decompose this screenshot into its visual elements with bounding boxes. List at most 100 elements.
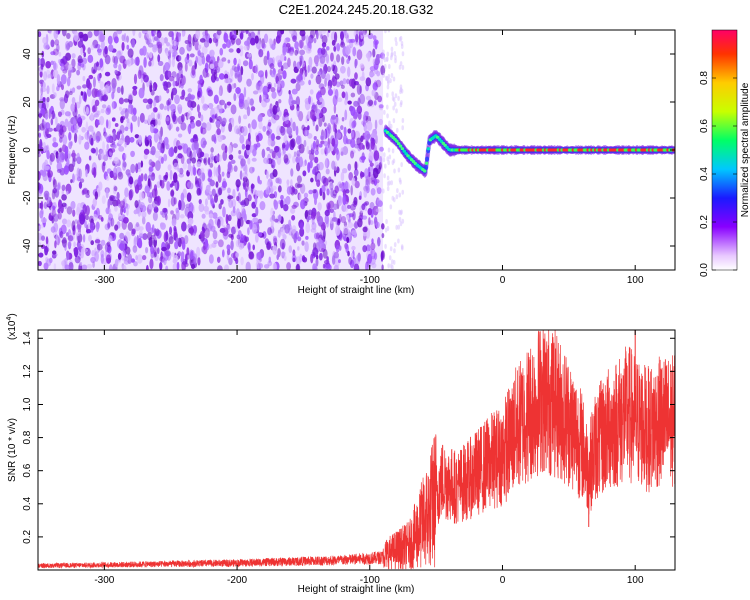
noise-blob xyxy=(292,35,297,42)
noise-blob xyxy=(212,230,218,240)
noise-blob xyxy=(161,246,167,252)
noise-blob xyxy=(298,39,304,49)
noise-blob xyxy=(352,210,356,221)
noise-blob xyxy=(379,155,383,165)
noise-blob xyxy=(199,230,205,239)
noise-blob xyxy=(357,97,361,107)
noise-blob xyxy=(246,78,252,87)
noise-blob xyxy=(55,116,58,126)
noise-blob xyxy=(70,179,73,184)
noise-blob xyxy=(348,256,353,265)
snr-x-tick-label: -300 xyxy=(94,575,114,586)
noise-blob xyxy=(228,257,233,266)
noise-blob xyxy=(77,114,82,123)
noise-blob xyxy=(356,49,363,61)
noise-blob xyxy=(52,250,57,255)
noise-blob xyxy=(174,180,178,190)
noise-blob xyxy=(53,213,59,222)
noise-blob xyxy=(235,252,239,258)
noise-blob xyxy=(149,51,153,59)
noise-blob xyxy=(40,107,46,115)
noise-blob xyxy=(240,158,246,167)
noise-blob xyxy=(273,82,277,88)
noise-blob xyxy=(224,264,229,270)
noise-blob xyxy=(171,56,175,68)
snr-y-tick-label: 1.4 xyxy=(22,331,33,345)
noise-blob xyxy=(213,69,218,81)
noise-blob xyxy=(191,121,195,127)
noise-blob xyxy=(197,256,201,266)
noise-blob xyxy=(354,161,358,171)
noise-blob xyxy=(272,169,278,178)
noise-fringe xyxy=(391,91,395,97)
noise-blob xyxy=(124,153,127,159)
noise-blob xyxy=(201,122,207,130)
noise-blob xyxy=(295,125,299,136)
noise-blob xyxy=(230,159,236,164)
noise-blob xyxy=(254,233,259,243)
noise-blob xyxy=(127,222,133,231)
noise-blob xyxy=(215,154,219,162)
noise-blob xyxy=(146,104,151,110)
noise-blob xyxy=(120,85,124,95)
noise-blob xyxy=(179,167,184,175)
noise-blob xyxy=(115,166,122,176)
noise-blob xyxy=(167,98,172,105)
noise-blob xyxy=(138,226,144,231)
signal-core xyxy=(426,147,431,151)
noise-blob xyxy=(99,81,104,90)
noise-blob xyxy=(371,238,374,244)
noise-blob xyxy=(106,241,111,247)
noise-blob xyxy=(78,94,82,105)
noise-blob xyxy=(270,219,274,230)
noise-blob xyxy=(168,236,174,245)
noise-blob xyxy=(189,116,195,121)
noise-blob xyxy=(319,96,324,103)
noise-blob xyxy=(173,225,177,232)
noise-blob xyxy=(198,44,202,50)
noise-blob xyxy=(129,136,135,143)
noise-blob xyxy=(205,184,211,193)
noise-fringe xyxy=(386,225,390,231)
noise-blob xyxy=(93,113,100,118)
noise-blob xyxy=(367,51,371,62)
noise-blob xyxy=(222,206,226,218)
noise-blob xyxy=(375,208,382,213)
noise-blob xyxy=(157,60,164,66)
noise-blob xyxy=(63,165,69,175)
noise-blob xyxy=(315,139,320,148)
noise-blob xyxy=(90,222,94,233)
noise-fringe xyxy=(401,65,405,71)
noise-blob xyxy=(163,81,169,91)
noise-blob xyxy=(240,256,244,266)
noise-blob xyxy=(332,189,338,197)
noise-blob xyxy=(318,252,323,261)
noise-blob xyxy=(380,250,386,261)
noise-blob xyxy=(54,240,57,249)
noise-blob xyxy=(135,255,138,261)
noise-blob xyxy=(52,141,59,148)
noise-blob xyxy=(295,157,300,163)
noise-blob xyxy=(94,191,99,200)
noise-blob xyxy=(277,151,282,159)
noise-blob xyxy=(92,261,95,269)
noise-blob xyxy=(227,59,231,64)
noise-blob xyxy=(247,242,251,251)
noise-blob xyxy=(165,230,169,241)
noise-blob xyxy=(153,36,158,41)
noise-blob xyxy=(269,63,275,70)
noise-blob xyxy=(241,125,248,137)
noise-blob xyxy=(373,150,380,161)
noise-blob xyxy=(157,54,161,63)
noise-blob xyxy=(56,85,60,92)
noise-blob xyxy=(292,155,296,164)
noise-blob xyxy=(342,168,348,174)
noise-blob xyxy=(226,244,231,251)
noise-fringe xyxy=(385,104,389,110)
snr-y-tick-label: 0.8 xyxy=(22,430,33,444)
noise-blob xyxy=(202,223,207,232)
noise-blob xyxy=(180,95,185,100)
noise-blob xyxy=(77,58,84,64)
noise-fringe xyxy=(386,181,390,187)
noise-blob xyxy=(374,57,380,65)
